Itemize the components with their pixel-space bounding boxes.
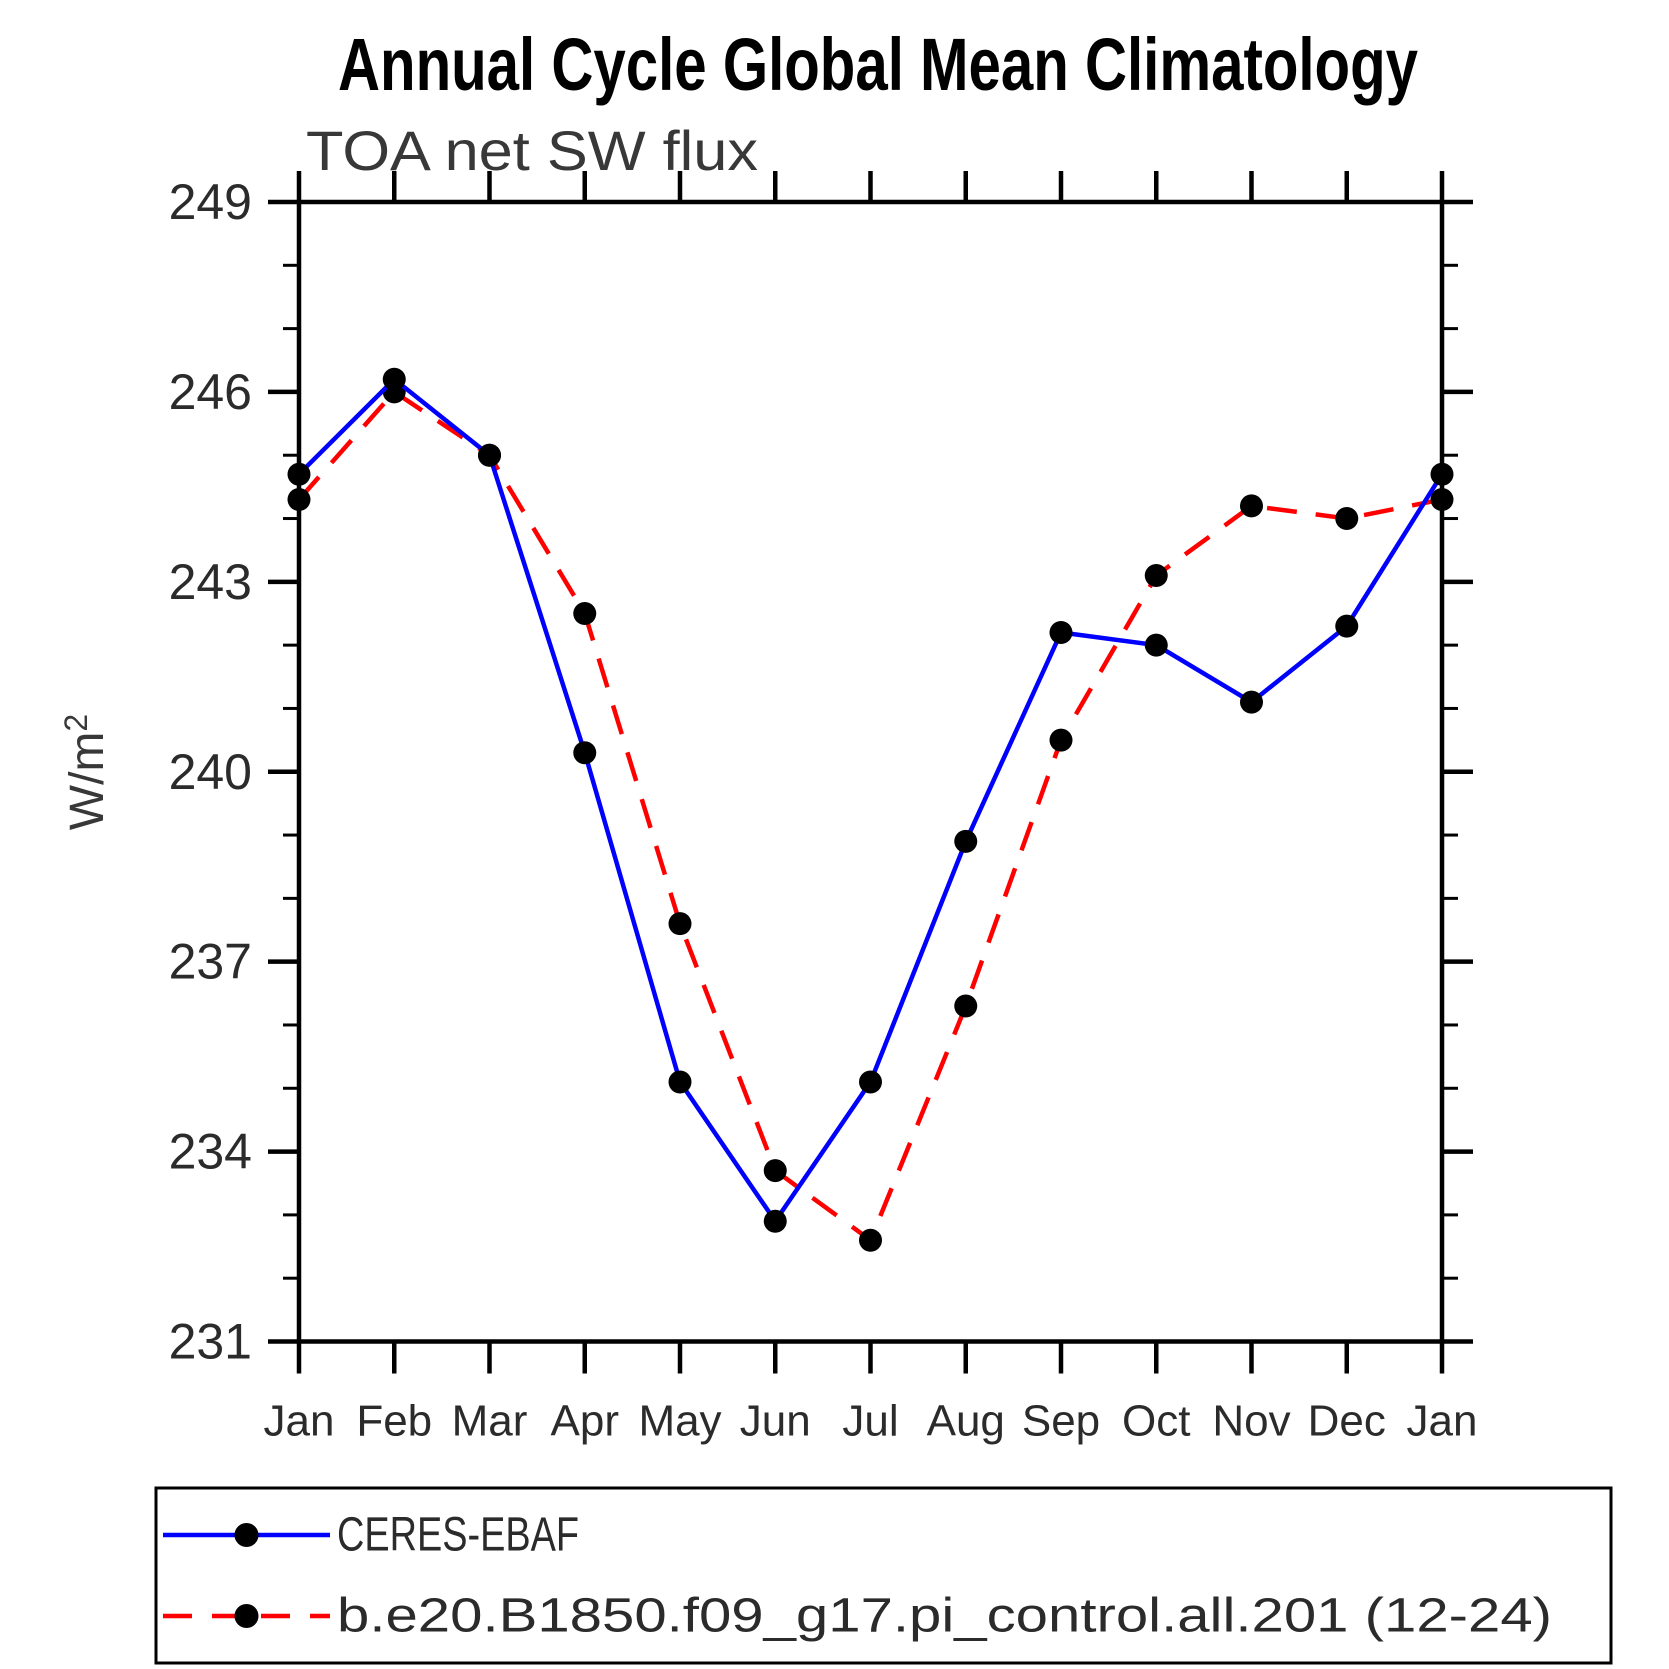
legend-box xyxy=(154,1486,1613,1665)
data-point-ceres-ebaf-dec-11 xyxy=(1335,614,1359,638)
y-axis-title-base: W/m xyxy=(61,732,114,831)
data-point-ceres-ebaf-feb-1 xyxy=(382,367,406,391)
data-point-b-e20-b1850-f09-g17-pi-c-dec-11 xyxy=(1335,507,1359,531)
x-tick-label-month: Jul xyxy=(842,1397,898,1446)
x-tick-label-month: Aug xyxy=(927,1397,1005,1446)
series-line-ceres-ebaf xyxy=(297,376,1444,1226)
data-point-b-e20-b1850-f09-g17-pi-c-jan-0 xyxy=(287,488,311,512)
x-tick-label-month: Feb xyxy=(356,1397,432,1446)
x-tick-label-month: Jan xyxy=(1407,1397,1478,1446)
series-line-b-e20-b1850-f09-g17-pi-c xyxy=(297,388,1443,1244)
y-tick-label: 249 xyxy=(169,174,252,230)
series-layer xyxy=(287,367,1454,1252)
x-tick-label-month: Sep xyxy=(1022,1397,1100,1446)
data-point-b-e20-b1850-f09-g17-pi-c-apr-3 xyxy=(573,601,597,625)
x-tick-label-month: Oct xyxy=(1122,1397,1190,1446)
plot-frame xyxy=(296,199,1445,1344)
data-point-b-e20-b1850-f09-g17-pi-c-aug-7 xyxy=(954,994,978,1018)
y-tick-label: 231 xyxy=(169,1314,252,1370)
data-point-ceres-ebaf-jan-12 xyxy=(1430,462,1454,486)
x-tick-label-month: May xyxy=(638,1397,721,1446)
data-point-b-e20-b1850-f09-g17-pi-c-jul-6 xyxy=(859,1228,882,1252)
data-point-b-e20-b1850-f09-g17-pi-c-sep-8 xyxy=(1049,728,1073,752)
data-point-ceres-ebaf-jun-5 xyxy=(763,1209,787,1233)
data-point-ceres-ebaf-aug-7 xyxy=(954,829,978,853)
data-point-ceres-ebaf-apr-3 xyxy=(573,741,597,765)
y-tick-label: 243 xyxy=(169,554,252,610)
chart-title: Annual Cycle Global Mean Climatology xyxy=(338,23,1418,106)
data-point-ceres-ebaf-mar-2 xyxy=(478,443,501,467)
legend-swatch-marker-1 xyxy=(234,1604,259,1628)
x-tick-label-month: Nov xyxy=(1212,1397,1290,1446)
x-tick-label-month: Apr xyxy=(551,1397,619,1446)
axes-layer: 231 234 237 240 243 246 249 Jan Feb Mar Apr May Jun J… xyxy=(169,171,1478,1446)
y-tick-label: 237 xyxy=(169,934,252,990)
chart-subtitle: TOA net SW flux xyxy=(306,119,758,182)
data-point-ceres-ebaf-sep-8 xyxy=(1049,620,1073,644)
y-axis-title-sup: 2 xyxy=(58,714,94,732)
x-tick-label-month: Jun xyxy=(740,1397,811,1446)
data-point-ceres-ebaf-oct-9 xyxy=(1144,633,1168,657)
data-point-ceres-ebaf-jul-6 xyxy=(859,1070,882,1094)
y-tick-label: 234 xyxy=(169,1124,252,1180)
y-tick-label: 246 xyxy=(169,364,252,420)
y-axis-title: W/m2 xyxy=(58,714,114,830)
data-point-b-e20-b1850-f09-g17-pi-c-jan-12 xyxy=(1430,488,1454,512)
legend-swatch-marker-0 xyxy=(234,1523,259,1547)
data-point-b-e20-b1850-f09-g17-pi-c-may-4 xyxy=(668,912,692,936)
x-tick-label-month: Dec xyxy=(1308,1397,1386,1446)
data-point-ceres-ebaf-jan-0 xyxy=(287,462,311,486)
legend-layer: CERES-EBAF b.e20.B1850.f09_g17.pi_control… xyxy=(154,1486,1613,1665)
data-point-b-e20-b1850-f09-g17-pi-c-nov-10 xyxy=(1240,494,1263,518)
data-point-ceres-ebaf-nov-10 xyxy=(1240,690,1263,714)
legend-label-1: b.e20.B1850.f09_g17.pi_control.all.201 (… xyxy=(337,1590,1552,1643)
y-tick-label: 240 xyxy=(169,744,252,800)
x-tick-label-month: Jan xyxy=(264,1397,335,1446)
data-point-ceres-ebaf-may-4 xyxy=(668,1070,692,1094)
x-tick-label-month: Mar xyxy=(452,1397,528,1446)
data-point-b-e20-b1850-f09-g17-pi-c-jun-5 xyxy=(763,1159,787,1183)
data-point-b-e20-b1850-f09-g17-pi-c-oct-9 xyxy=(1144,564,1168,588)
legend-label-0: CERES-EBAF xyxy=(337,1509,579,1562)
